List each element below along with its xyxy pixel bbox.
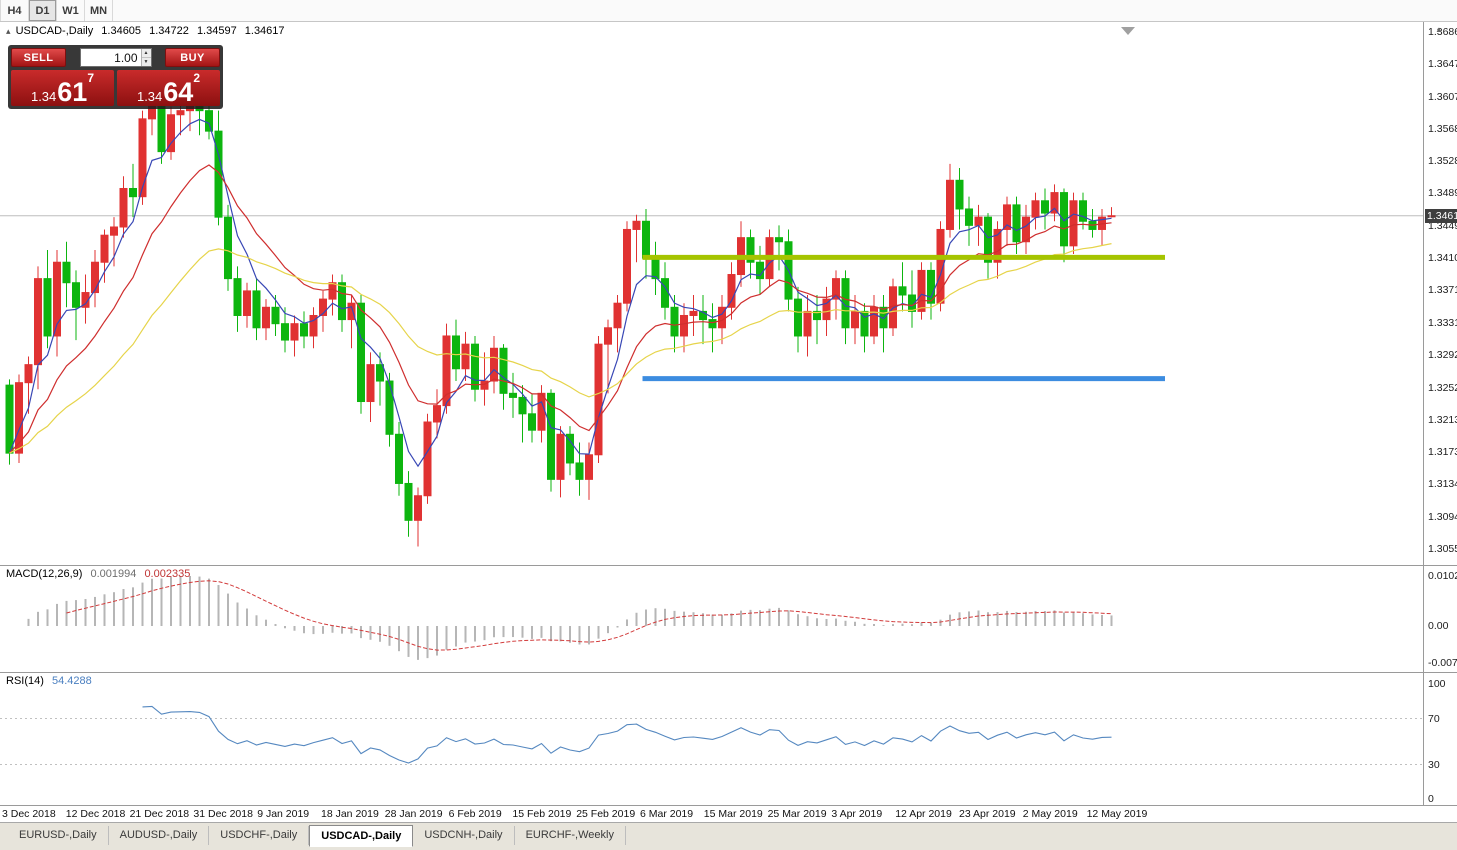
tab-usdcnh-daily[interactable]: USDCNH-,Daily [413, 826, 515, 845]
date-label: 31 Dec 2018 [193, 808, 253, 820]
timeframe-toolbar: H4 D1 W1 MN [0, 0, 1457, 22]
date-label: 28 Jan 2019 [384, 808, 443, 820]
ask-price-display[interactable]: 1.34 64 2 [117, 70, 220, 106]
volume-box: ▲ ▼ [79, 48, 152, 67]
macd-axis-label: 0.00 [1428, 620, 1449, 632]
price-axis-label: 1.31340 [1428, 478, 1457, 491]
rsi-pane: RSI(14) 54.4288 100 70 30 0 [0, 672, 1457, 805]
date-label: 2 May 2019 [1022, 808, 1078, 820]
bid-price-display[interactable]: 1.34 61 7 [11, 70, 114, 106]
price-axis-label: 1.35680 [1428, 122, 1457, 135]
price-axis-label: 1.33710 [1428, 284, 1457, 297]
timeframe-button-h4[interactable]: H4 [0, 0, 29, 21]
main-chart-pane: ▴ USDCAD-,Daily 1.34605 1.34722 1.34597 … [0, 22, 1457, 565]
rsi-axis-label: 70 [1428, 712, 1440, 725]
rsi-chart[interactable] [0, 673, 1423, 805]
macd-value-main: 0.001994 [90, 568, 137, 580]
price-axis-label: 1.31730 [1428, 446, 1457, 459]
buy-button[interactable]: BUY [165, 48, 220, 67]
timeframe-button-d1[interactable]: D1 [29, 0, 57, 21]
date-label: 25 Mar 2019 [767, 808, 827, 820]
price-axis-label: 1.36470 [1428, 57, 1457, 70]
price-axis-label: 1.36070 [1428, 90, 1457, 103]
rsi-axis-label: 100 [1428, 678, 1446, 690]
tab-eurchf-weekly[interactable]: EURCHF-,Weekly [515, 826, 626, 845]
chart-header: ▴ USDCAD-,Daily 1.34605 1.34722 1.34597 … [6, 25, 285, 37]
expand-arrow-icon: ▴ [6, 26, 11, 36]
price-axis-label: 1.34890 [1428, 187, 1457, 200]
quote-high: 1.34722 [149, 25, 189, 37]
price-axis-label: 1.34490 [1428, 220, 1457, 233]
quote-open: 1.34605 [101, 25, 142, 37]
bid-price-pips: 61 [57, 77, 88, 107]
bid-price-label: 1.34617 [1425, 208, 1457, 223]
date-label: 3 Dec 2018 [2, 808, 56, 820]
date-label: 6 Mar 2019 [640, 808, 694, 820]
price-axis-label: 1.30550 [1428, 543, 1457, 555]
volume-input[interactable] [80, 49, 141, 66]
date-label: 25 Feb 2019 [576, 808, 636, 820]
macd-pane: MACD(12,26,9) 0.001994 0.002335 0.010220… [0, 565, 1457, 672]
date-label: 18 Jan 2019 [321, 808, 379, 820]
date-label: 12 Dec 2018 [65, 808, 126, 820]
price-axis-label: 1.33310 [1428, 316, 1457, 329]
scroll-up-icon[interactable]: ▲ [1435, 25, 1443, 34]
price-axis-label: 1.34100 [1428, 252, 1457, 265]
rsi-title: RSI(14) [6, 675, 44, 687]
tab-usdchf-daily[interactable]: USDCHF-,Daily [209, 826, 310, 845]
date-label: 21 Dec 2018 [129, 808, 190, 820]
date-label: 3 Apr 2019 [831, 808, 883, 820]
price-axis-label: 1.32920 [1428, 348, 1457, 361]
tab-usdcad-daily[interactable]: USDCAD-,Daily [309, 825, 414, 847]
bid-price-point: 7 [87, 71, 95, 85]
date-label: 23 Apr 2019 [959, 808, 1016, 820]
price-axis-label: 1.30940 [1428, 511, 1457, 524]
ask-price-prefix: 1.34 [136, 89, 163, 104]
quote-low: 1.34597 [196, 25, 237, 37]
time-axis: 3 Dec 2018 12 Dec 2018 21 Dec 2018 31 Dec 2… [0, 805, 1457, 822]
ask-price-pips: 64 [163, 77, 194, 107]
rsi-axis: 100 70 30 0 [1423, 673, 1457, 805]
date-label: 15 Mar 2019 [703, 808, 763, 820]
macd-axis: 0.01022 0.00 -0.00747 [1423, 566, 1457, 672]
macd-header: MACD(12,26,9) 0.001994 0.002335 [6, 568, 190, 580]
macd-title: MACD(12,26,9) [6, 568, 83, 580]
price-axis-label: 1.36860 [1428, 26, 1457, 38]
date-label: 12 May 2019 [1086, 808, 1148, 820]
rsi-value: 54.4288 [51, 675, 92, 687]
rsi-axis-label: 30 [1428, 758, 1440, 771]
timeframe-button-w1[interactable]: W1 [57, 0, 85, 21]
bid-price-prefix: 1.34 [30, 89, 57, 104]
rsi-header: RSI(14) 54.4288 [6, 675, 92, 687]
chart-tabbar: EURUSD-,Daily AUDUSD-,Daily USDCHF-,Daily U… [0, 822, 1457, 850]
price-axis: 1.36860 1.36470 1.36070 1.35680 1.35280 1.348… [1423, 22, 1457, 565]
macd-axis-label: -0.00747 [1428, 657, 1457, 669]
ask-price-point: 2 [193, 71, 201, 85]
macd-chart[interactable] [0, 566, 1423, 672]
macd-value-signal: 0.002335 [144, 568, 191, 580]
date-label: 6 Feb 2019 [448, 808, 502, 820]
volume-spinner: ▲ ▼ [140, 49, 151, 66]
tab-audusd-daily[interactable]: AUDUSD-,Daily [109, 826, 210, 845]
price-axis-label: 1.32520 [1428, 381, 1457, 394]
date-label: 15 Feb 2019 [512, 808, 572, 820]
timeframe-button-mn[interactable]: MN [85, 0, 113, 21]
macd-axis-label: 0.01022 [1428, 570, 1457, 582]
date-label: 9 Jan 2019 [257, 808, 310, 820]
date-label: 12 Apr 2019 [895, 808, 952, 820]
price-axis-label: 1.32130 [1428, 413, 1457, 426]
tab-eurusd-daily[interactable]: EURUSD-,Daily [8, 826, 109, 845]
volume-down-button[interactable]: ▼ [141, 58, 151, 66]
chart-shift-marker-icon[interactable] [1121, 27, 1135, 35]
chart-symbol-label: USDCAD-,Daily [15, 25, 94, 37]
candlestick-chart[interactable] [0, 22, 1423, 565]
sell-button[interactable]: SELL [11, 48, 66, 67]
quote-close: 1.34617 [244, 25, 285, 37]
volume-up-button[interactable]: ▲ [141, 49, 151, 58]
rsi-axis-label: 0 [1428, 793, 1434, 805]
price-axis-label: 1.35280 [1428, 155, 1457, 168]
